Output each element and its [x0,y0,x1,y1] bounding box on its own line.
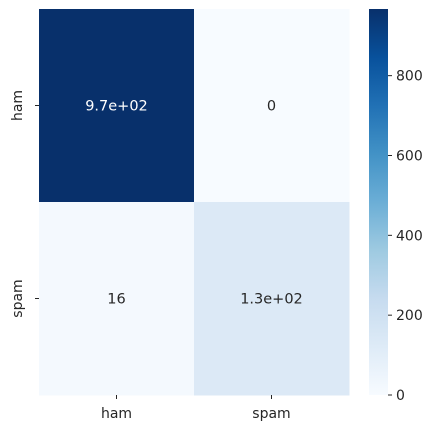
colorbar: 0 200 400 600 800 [369,9,423,404]
x-tick-label-ham: ham [101,406,132,422]
colorbar-gradient [369,9,388,395]
colorbar-tick-label-800: 800 [396,69,423,85]
y-axis-tick-labels: ham spam [10,90,39,318]
colorbar-tick-label-200: 200 [396,308,423,324]
x-tick-label-spam: spam [252,406,290,422]
cell-annotation-ham-ham: 9.7e+02 [85,99,148,115]
cell-annotation-ham-spam: 0 [267,99,276,115]
colorbar-tick-label-600: 600 [396,148,423,164]
heatmap-cells [39,9,350,396]
cell-annotation-spam-spam: 1.3e+02 [240,292,303,308]
colorbar-tick-label-0: 0 [396,388,405,404]
y-tick-label-spam: spam [10,279,26,317]
cell-annotation-spam-ham: 16 [107,292,125,308]
colorbar-tick-label-400: 400 [396,228,423,244]
y-tick-label-ham: ham [10,90,26,121]
x-axis-tick-labels: ham spam [101,395,291,422]
